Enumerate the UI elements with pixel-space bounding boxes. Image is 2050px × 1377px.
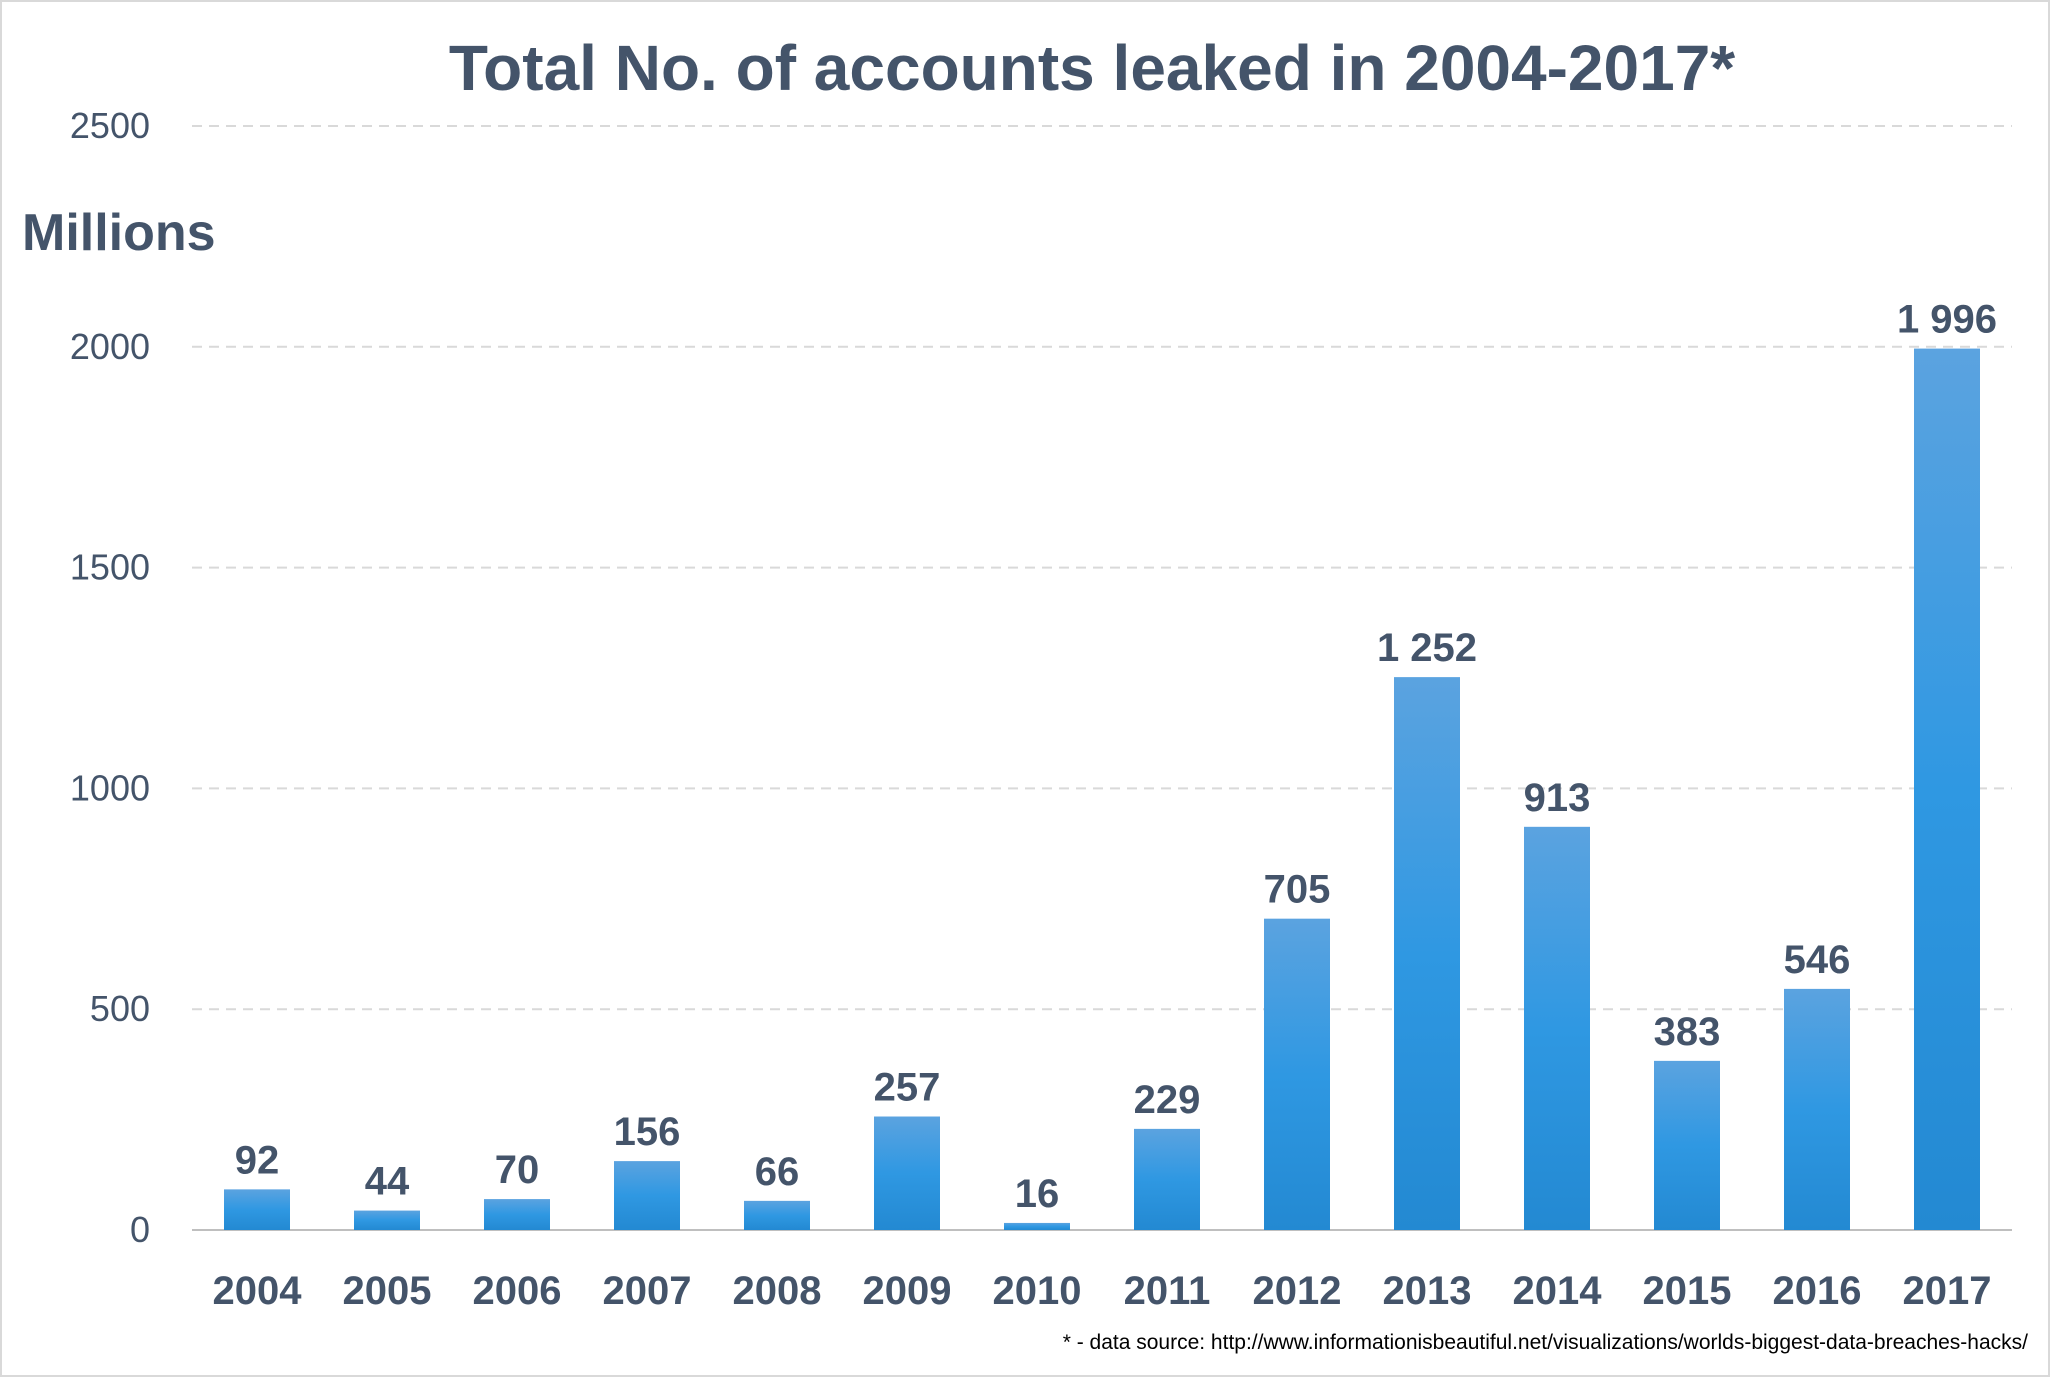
y-tick-label-2500: 2500 — [70, 105, 150, 146]
x-tick-label-2013: 2013 — [1383, 1269, 1472, 1313]
data-label-2014: 913 — [1524, 776, 1591, 820]
x-tick-label-2008: 2008 — [733, 1269, 822, 1313]
x-tick-label-2015: 2015 — [1643, 1269, 1732, 1313]
y-tick-label-1000: 1000 — [70, 767, 150, 808]
x-tick-label-2010: 2010 — [993, 1269, 1082, 1313]
y-tick-label-2000: 2000 — [70, 326, 150, 367]
bar-2009 — [874, 1116, 940, 1230]
bar-2014 — [1524, 826, 1590, 1230]
bar-2007 — [614, 1161, 680, 1230]
x-tick-label-2007: 2007 — [603, 1269, 692, 1313]
x-tick-label-2016: 2016 — [1773, 1269, 1862, 1313]
bar-2006 — [484, 1199, 550, 1230]
y-axis-ticks: 0 500 1000 1500 2000 2500 — [70, 105, 150, 1250]
x-axis-ticks: 2004 2005 2006 2007 2008 2009 2010 2011 2012 2013… — [213, 1269, 1992, 1313]
data-source-footnote: * - data source: http://www.informationi… — [1063, 1331, 2028, 1354]
y-tick-label-1500: 1500 — [70, 547, 150, 588]
data-label-2004: 92 — [235, 1138, 280, 1182]
data-label-2012: 705 — [1264, 868, 1331, 912]
data-label-2016: 546 — [1784, 938, 1851, 982]
data-labels: 92 44 70 156 66 257 16 229 705 1 252 913 383 546 1 99… — [235, 298, 1997, 1216]
x-tick-label-2017: 2017 — [1903, 1269, 1992, 1313]
data-label-2006: 70 — [495, 1148, 540, 1192]
x-tick-label-2014: 2014 — [1513, 1269, 1603, 1313]
bar-2004 — [224, 1189, 290, 1230]
x-tick-label-2011: 2011 — [1124, 1269, 1211, 1313]
y-axis-unit-label: Millions — [22, 204, 216, 262]
bar-2016 — [1784, 988, 1850, 1230]
data-label-2011: 229 — [1134, 1078, 1201, 1122]
bar-2008 — [744, 1200, 810, 1230]
chart-title: Total No. of accounts leaked in 2004-201… — [449, 32, 1735, 104]
y-tick-label-500: 500 — [90, 988, 150, 1029]
bar-2017 — [1914, 348, 1980, 1230]
data-label-2008: 66 — [755, 1150, 800, 1194]
data-label-2017: 1 996 — [1897, 298, 1997, 342]
bar-2011 — [1134, 1128, 1200, 1230]
data-label-2007: 156 — [614, 1110, 681, 1154]
x-tick-label-2012: 2012 — [1253, 1269, 1342, 1313]
bar-2005 — [354, 1210, 420, 1230]
x-tick-label-2004: 2004 — [213, 1269, 303, 1313]
bar-2010 — [1004, 1222, 1070, 1230]
gridlines — [192, 125, 2012, 1231]
x-tick-label-2005: 2005 — [343, 1269, 432, 1313]
data-label-2009: 257 — [874, 1066, 941, 1110]
bar-2013 — [1394, 677, 1460, 1230]
y-tick-label-0: 0 — [130, 1209, 150, 1250]
bars — [224, 348, 1980, 1230]
data-label-2013: 1 252 — [1377, 626, 1477, 670]
bar-2012 — [1264, 918, 1330, 1230]
bar-2015 — [1654, 1060, 1720, 1230]
data-label-2005: 44 — [365, 1160, 410, 1204]
x-tick-label-2009: 2009 — [863, 1269, 952, 1313]
x-tick-label-2006: 2006 — [473, 1269, 562, 1313]
data-label-2015: 383 — [1654, 1010, 1721, 1054]
data-label-2010: 16 — [1015, 1172, 1060, 1216]
